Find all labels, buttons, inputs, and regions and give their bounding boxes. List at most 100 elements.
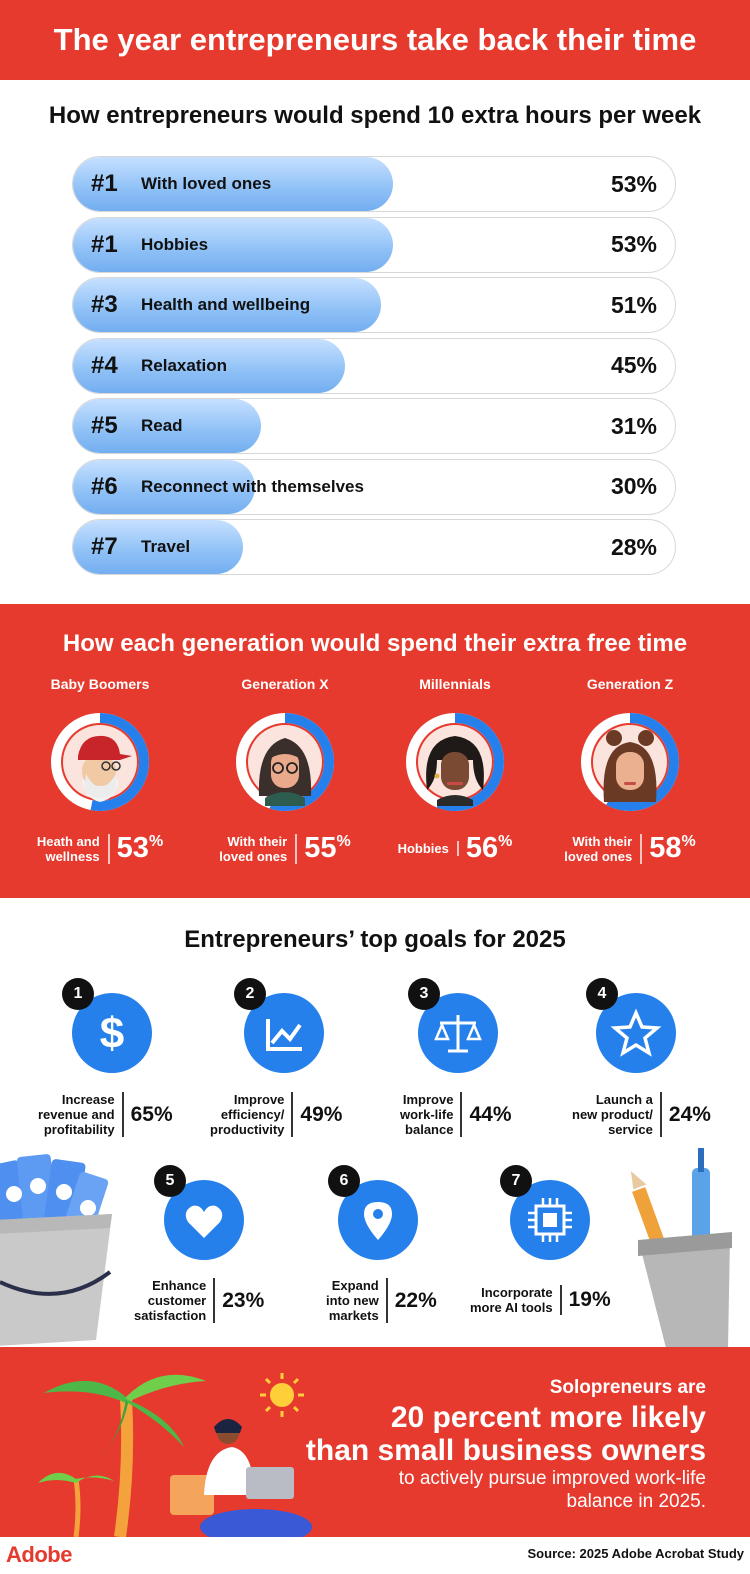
- ranking-bar: [73, 459, 255, 514]
- ranking-bar: [73, 278, 382, 332]
- ranking-number: #3: [91, 291, 118, 318]
- goal-description: Launch a new product/service: [572, 1092, 662, 1137]
- ranking-number: #5: [91, 412, 118, 439]
- gen-z-avatar: [603, 730, 657, 802]
- generation-activity: Hobbies: [398, 841, 459, 856]
- generation-progress-ring: [581, 713, 679, 811]
- generation-percent: 55%: [304, 832, 351, 864]
- goal-description: Increase revenue and profitability: [38, 1092, 124, 1137]
- generation-progress-ring: [51, 713, 149, 811]
- ranking-bar: [73, 520, 243, 574]
- generation-card: Generation X With their loved ones 55%: [195, 676, 375, 864]
- footer: Adobe Source: 2025 Adobe Acrobat Study: [0, 1537, 750, 1574]
- goal-number-badge: 5: [154, 1165, 186, 1197]
- goal-description: Incorporate more AI tools: [470, 1285, 562, 1315]
- hours-ranking-list: #1 With loved ones 53% #1 Hobbies 53% #3 Health…: [72, 156, 676, 580]
- generation-activity: Heath and wellness: [37, 833, 110, 864]
- solo-intro: Solopreneurs are: [549, 1377, 706, 1398]
- goal-description: Enhance customer satisfaction: [134, 1278, 216, 1323]
- ranking-row: #7 Travel 28%: [72, 519, 676, 575]
- ranking-row: #5 Read 31%: [72, 398, 676, 454]
- goal-number-badge: 4: [586, 978, 618, 1010]
- goal-number-badge: 6: [328, 1165, 360, 1197]
- generation-card: Millennials Hobbies 56%: [365, 676, 545, 864]
- generation-card: Baby Boomers Heath and wellness 53%: [10, 676, 190, 864]
- ranking-percent: 51%: [610, 291, 657, 318]
- goal-percent: 22%: [394, 1288, 437, 1312]
- generation-activity: With their loved ones: [219, 833, 298, 864]
- ranking-label: Travel: [141, 537, 191, 556]
- generation-card: Generation Z With their loved ones 58%: [540, 676, 720, 864]
- goal-percent: 44%: [469, 1102, 512, 1126]
- generation-progress-ring: [406, 713, 504, 811]
- hours-section-title: How entrepreneurs would spend 10 extra h…: [48, 102, 702, 129]
- goal-percent: 65%: [130, 1102, 173, 1126]
- ranking-row: #4 Relaxation 45%: [72, 337, 676, 394]
- generations-section: How each generation would spend their ex…: [0, 604, 750, 898]
- goal-stat: Expand into new markets 22%: [326, 1278, 437, 1323]
- millennial-avatar: [426, 736, 484, 806]
- ranking-bar: [73, 217, 394, 272]
- ranking-percent: 53%: [610, 170, 657, 197]
- goal-percent: 19%: [568, 1288, 611, 1311]
- goal-percent: 24%: [668, 1102, 711, 1126]
- page-title: The year entrepreneurs take back their t…: [53, 22, 697, 57]
- ranking-bar: [73, 157, 394, 211]
- ranking-label: Read: [141, 416, 183, 435]
- ranking-number: #1: [91, 230, 118, 258]
- baby-boomer-avatar: [78, 735, 132, 802]
- ranking-bar: [73, 399, 261, 453]
- goal-description: Improve work-life balance: [400, 1092, 463, 1137]
- ranking-label: Relaxation: [141, 355, 227, 375]
- ranking-label: Hobbies: [141, 234, 209, 254]
- ranking-percent: 31%: [610, 412, 657, 439]
- goal-stat: Increase revenue and profitability 65%: [38, 1092, 173, 1137]
- goal-stat: Incorporate more AI tools 19%: [470, 1285, 611, 1315]
- goal-stat: Improve work-life balance 44%: [400, 1092, 512, 1137]
- goal-percent: 49%: [300, 1102, 343, 1126]
- goal-number-badge: 3: [408, 978, 440, 1010]
- generation-name: Baby Boomers: [50, 676, 150, 692]
- page-header: The year entrepreneurs take back their t…: [0, 0, 750, 80]
- ranking-row: #1 With loved ones 53%: [72, 156, 676, 212]
- svg-text:$: $: [100, 1009, 124, 1058]
- ranking-row: #1 Hobbies 53%: [72, 216, 676, 273]
- money-bucket-illustration: [0, 1154, 112, 1346]
- goal-stat: Improve efficiency/productivity 49%: [210, 1092, 342, 1137]
- generations-section-title: How each generation would spend their ex…: [62, 630, 688, 657]
- generation-progress-ring: [236, 713, 334, 811]
- generation-name: Millennials: [419, 676, 491, 692]
- beach-illustration: [38, 1373, 312, 1537]
- ranking-label: With loved ones: [141, 174, 272, 193]
- adobe-logo: Adobe: [6, 1542, 72, 1567]
- ranking-row: #3 Health and wellbeing 51%: [72, 277, 676, 333]
- goal-percent: 23%: [222, 1288, 265, 1312]
- ranking-number: #7: [91, 533, 118, 560]
- ranking-percent: 53%: [610, 231, 657, 257]
- gen-x-avatar: [258, 738, 312, 806]
- solo-headline: 20 percent more likely than small busine…: [305, 1401, 706, 1467]
- goal-stat: Enhance customer satisfaction 23%: [134, 1278, 264, 1323]
- goal-number-badge: 2: [234, 978, 266, 1010]
- goal-stat: Launch a new product/service 24%: [572, 1092, 711, 1137]
- generation-percent: 56%: [465, 832, 513, 864]
- ranking-number: #4: [91, 351, 118, 379]
- ranking-percent: 30%: [610, 473, 657, 499]
- goal-number-badge: 7: [500, 1165, 532, 1197]
- goals-section-title: Entrepreneurs’ top goals for 2025: [184, 926, 566, 953]
- solo-detail: to actively pursue improved work-life ba…: [398, 1468, 706, 1512]
- ranking-row: #6 Reconnect with themselves 30%: [72, 458, 676, 515]
- ranking-number: #6: [91, 472, 118, 500]
- ranking-label: Health and wellbeing: [141, 295, 311, 314]
- ranking-bar: [73, 338, 346, 393]
- goal-number-badge: 1: [62, 978, 94, 1010]
- generation-percent: 53%: [116, 832, 164, 864]
- ranking-number: #1: [91, 170, 118, 197]
- pencil-cup-illustration: [630, 1148, 732, 1348]
- generation-name: Generation X: [241, 676, 329, 692]
- ranking-percent: 28%: [610, 533, 657, 560]
- ranking-label: Reconnect with themselves: [141, 476, 364, 496]
- goal-description: Improve efficiency/productivity: [210, 1092, 294, 1137]
- source-note: Source: 2025 Adobe Acrobat Study: [527, 1546, 744, 1561]
- generation-activity: With their loved ones: [564, 833, 643, 864]
